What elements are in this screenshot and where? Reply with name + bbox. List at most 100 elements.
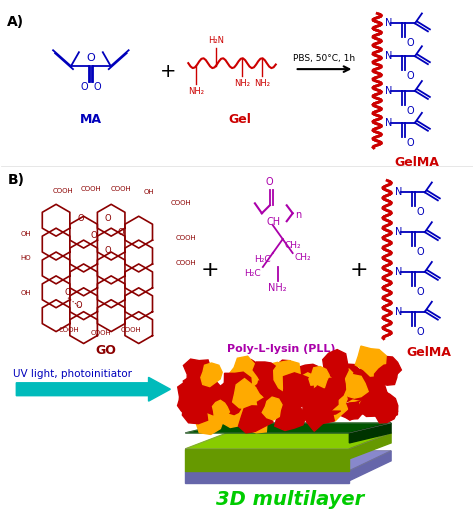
- Polygon shape: [273, 361, 300, 393]
- Text: COOH: COOH: [175, 260, 196, 266]
- Text: O: O: [266, 177, 273, 187]
- Text: H₂C: H₂C: [244, 269, 261, 278]
- Text: COOH: COOH: [120, 326, 141, 333]
- Text: O: O: [104, 214, 111, 223]
- Text: N: N: [385, 51, 392, 61]
- Text: PBS, 50°C, 1h: PBS, 50°C, 1h: [293, 54, 356, 63]
- Polygon shape: [185, 433, 391, 449]
- Polygon shape: [185, 451, 391, 471]
- Text: COOH: COOH: [91, 330, 111, 336]
- Text: H₂C: H₂C: [254, 255, 271, 264]
- Polygon shape: [223, 387, 239, 408]
- Text: NH₂: NH₂: [254, 79, 270, 88]
- Polygon shape: [219, 402, 247, 428]
- Polygon shape: [316, 384, 347, 414]
- Polygon shape: [185, 471, 349, 483]
- Polygon shape: [264, 362, 284, 380]
- Polygon shape: [335, 362, 360, 385]
- Polygon shape: [190, 399, 211, 421]
- Polygon shape: [178, 392, 200, 416]
- Text: NH₂: NH₂: [188, 87, 204, 96]
- Polygon shape: [359, 360, 383, 383]
- Polygon shape: [349, 451, 391, 481]
- Text: COOH: COOH: [59, 326, 79, 333]
- Polygon shape: [347, 379, 375, 412]
- Text: O: O: [91, 230, 97, 240]
- Polygon shape: [343, 375, 360, 392]
- Polygon shape: [355, 346, 386, 376]
- Polygon shape: [347, 401, 366, 419]
- Polygon shape: [275, 402, 297, 421]
- Text: O: O: [76, 301, 82, 310]
- Text: O: O: [407, 106, 415, 116]
- Polygon shape: [183, 377, 206, 399]
- Polygon shape: [284, 382, 310, 409]
- Text: OH: OH: [143, 189, 154, 195]
- Polygon shape: [203, 390, 233, 415]
- Polygon shape: [178, 381, 203, 414]
- Text: COOH: COOH: [81, 186, 101, 193]
- Polygon shape: [294, 364, 326, 390]
- Polygon shape: [255, 395, 278, 419]
- Polygon shape: [358, 380, 376, 397]
- Polygon shape: [371, 389, 388, 406]
- Polygon shape: [191, 392, 208, 407]
- Text: N: N: [395, 227, 402, 237]
- Text: Gel: Gel: [228, 113, 251, 126]
- Text: O: O: [104, 245, 111, 254]
- Polygon shape: [183, 359, 211, 388]
- Polygon shape: [238, 406, 273, 433]
- Polygon shape: [322, 399, 340, 415]
- Text: O: O: [118, 228, 124, 237]
- Polygon shape: [265, 381, 292, 408]
- Text: O: O: [86, 53, 95, 63]
- Polygon shape: [204, 394, 233, 419]
- Text: +: +: [350, 260, 369, 280]
- Text: 3D multilayer: 3D multilayer: [216, 489, 364, 509]
- Polygon shape: [339, 368, 374, 401]
- Text: O: O: [417, 207, 425, 217]
- Text: UV light, photoinitiator: UV light, photoinitiator: [13, 370, 132, 379]
- Text: N: N: [395, 187, 402, 197]
- Polygon shape: [323, 350, 348, 379]
- Polygon shape: [228, 356, 259, 389]
- Polygon shape: [372, 398, 391, 417]
- Text: OH: OH: [20, 231, 31, 237]
- Polygon shape: [317, 393, 347, 421]
- Polygon shape: [185, 423, 391, 433]
- Polygon shape: [243, 360, 263, 380]
- Polygon shape: [275, 398, 306, 430]
- Text: B): B): [8, 172, 24, 186]
- Polygon shape: [341, 403, 356, 420]
- Polygon shape: [270, 380, 288, 398]
- Polygon shape: [191, 376, 224, 415]
- Text: O: O: [417, 287, 425, 297]
- Polygon shape: [296, 373, 317, 390]
- Polygon shape: [357, 383, 390, 416]
- Polygon shape: [253, 362, 280, 386]
- Polygon shape: [257, 380, 275, 399]
- Text: OH: OH: [20, 290, 31, 296]
- Polygon shape: [195, 400, 224, 434]
- Text: N: N: [385, 86, 392, 96]
- Text: N: N: [395, 267, 402, 277]
- Polygon shape: [304, 386, 338, 417]
- Text: CH₂: CH₂: [285, 241, 301, 250]
- Polygon shape: [374, 364, 398, 385]
- Text: COOH: COOH: [53, 188, 73, 195]
- Polygon shape: [349, 423, 391, 443]
- Text: COOH: COOH: [175, 235, 196, 241]
- Text: +: +: [201, 260, 219, 280]
- Polygon shape: [374, 400, 398, 423]
- Text: O: O: [80, 82, 88, 92]
- Polygon shape: [262, 397, 282, 420]
- Polygon shape: [360, 397, 378, 412]
- Polygon shape: [303, 395, 334, 431]
- Text: GelMA: GelMA: [394, 156, 439, 169]
- Text: COOH: COOH: [110, 186, 131, 193]
- Polygon shape: [201, 363, 222, 387]
- Polygon shape: [324, 376, 358, 407]
- Text: Poly-L-lysin (PLL): Poly-L-lysin (PLL): [228, 345, 336, 354]
- Polygon shape: [217, 382, 239, 403]
- Polygon shape: [257, 392, 280, 417]
